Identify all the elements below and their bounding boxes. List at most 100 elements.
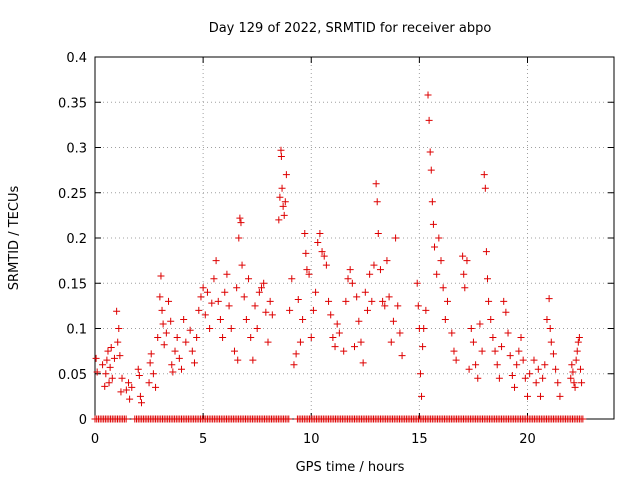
data-point <box>135 372 143 380</box>
data-point <box>545 295 553 303</box>
data-point <box>307 334 315 342</box>
data-point <box>173 334 181 342</box>
data-point <box>114 338 122 346</box>
data-point <box>223 270 231 278</box>
data-point <box>574 338 582 346</box>
data-point <box>452 356 460 364</box>
data-point <box>357 338 365 346</box>
data-point <box>480 171 488 179</box>
data-point <box>285 415 293 423</box>
data-point <box>160 341 168 349</box>
data-point <box>511 383 519 391</box>
data-point <box>546 325 554 332</box>
data-point <box>508 372 516 380</box>
data-point <box>335 329 343 337</box>
data-point <box>351 343 358 351</box>
data-point <box>292 350 300 358</box>
data-point <box>108 374 116 382</box>
data-point <box>106 363 114 371</box>
data-point <box>180 315 188 323</box>
data-point <box>255 288 263 296</box>
data-point <box>433 270 441 278</box>
data-point <box>549 350 557 358</box>
data-point <box>303 266 311 274</box>
data-point <box>385 293 393 301</box>
data-point <box>333 320 341 328</box>
data-point <box>489 334 497 342</box>
data-point <box>92 354 100 362</box>
data-point <box>168 361 176 369</box>
data-point <box>158 306 166 314</box>
data-point <box>122 386 130 394</box>
data-point <box>238 261 246 269</box>
y-tick-label: 0.3 <box>66 142 87 157</box>
y-tick-label: 0.35 <box>58 96 87 111</box>
data-point <box>162 329 170 337</box>
data-point <box>280 211 288 219</box>
data-point <box>450 347 458 355</box>
data-point <box>278 184 286 192</box>
data-point <box>309 306 317 314</box>
data-point <box>344 275 352 283</box>
x-axis-label: GPS time / hours <box>296 460 405 475</box>
data-point <box>277 146 285 154</box>
chart-title: Day 129 of 2022, SRMTID for receiver abp… <box>209 21 492 36</box>
data-point <box>534 365 542 373</box>
data-point <box>251 302 259 310</box>
data-point <box>225 302 233 310</box>
data-point <box>359 359 367 367</box>
data-point <box>117 388 125 396</box>
y-tick-label: 0.15 <box>58 277 87 292</box>
y-tick-label: 0.4 <box>66 51 87 66</box>
data-point <box>519 356 527 364</box>
data-point <box>394 302 402 310</box>
data-point <box>93 368 101 376</box>
data-point <box>146 359 154 367</box>
data-point <box>554 379 562 387</box>
data-point <box>279 202 287 210</box>
data-point <box>167 317 175 325</box>
data-point <box>348 279 356 287</box>
x-tick-label: 15 <box>411 432 428 447</box>
data-point <box>122 415 130 423</box>
data-point <box>498 343 506 351</box>
y-axis-label: SRMTID / TECUs <box>7 186 22 291</box>
data-point <box>104 347 112 355</box>
data-point <box>467 325 475 332</box>
data-point <box>137 399 145 407</box>
data-point <box>573 347 581 355</box>
data-point <box>416 370 424 378</box>
data-point <box>536 392 544 400</box>
data-point <box>414 302 422 310</box>
data-point <box>539 374 547 382</box>
data-point <box>515 347 523 355</box>
data-point <box>576 365 584 373</box>
data-point <box>312 288 320 296</box>
y-tick-label: 0 <box>79 413 87 428</box>
data-point <box>99 361 107 369</box>
data-point <box>521 374 529 382</box>
data-point <box>441 315 449 323</box>
data-point <box>572 356 580 364</box>
y-tick-label: 0.25 <box>58 187 87 202</box>
data-point <box>288 275 296 283</box>
data-point <box>290 361 298 369</box>
x-tick-label: 20 <box>519 432 536 447</box>
data-point <box>236 214 244 222</box>
data-point <box>182 338 190 346</box>
data-point <box>570 379 578 387</box>
data-point <box>147 350 155 358</box>
data-point <box>474 374 482 382</box>
data-point <box>227 325 235 332</box>
data-point <box>325 297 333 305</box>
data-point <box>571 383 579 391</box>
data-point <box>482 248 490 256</box>
data-point <box>366 270 374 278</box>
data-point <box>460 270 468 278</box>
data-point <box>329 334 337 342</box>
data-point <box>262 308 270 316</box>
data-point <box>197 293 205 301</box>
data-point <box>547 338 555 346</box>
data-point <box>302 249 310 257</box>
